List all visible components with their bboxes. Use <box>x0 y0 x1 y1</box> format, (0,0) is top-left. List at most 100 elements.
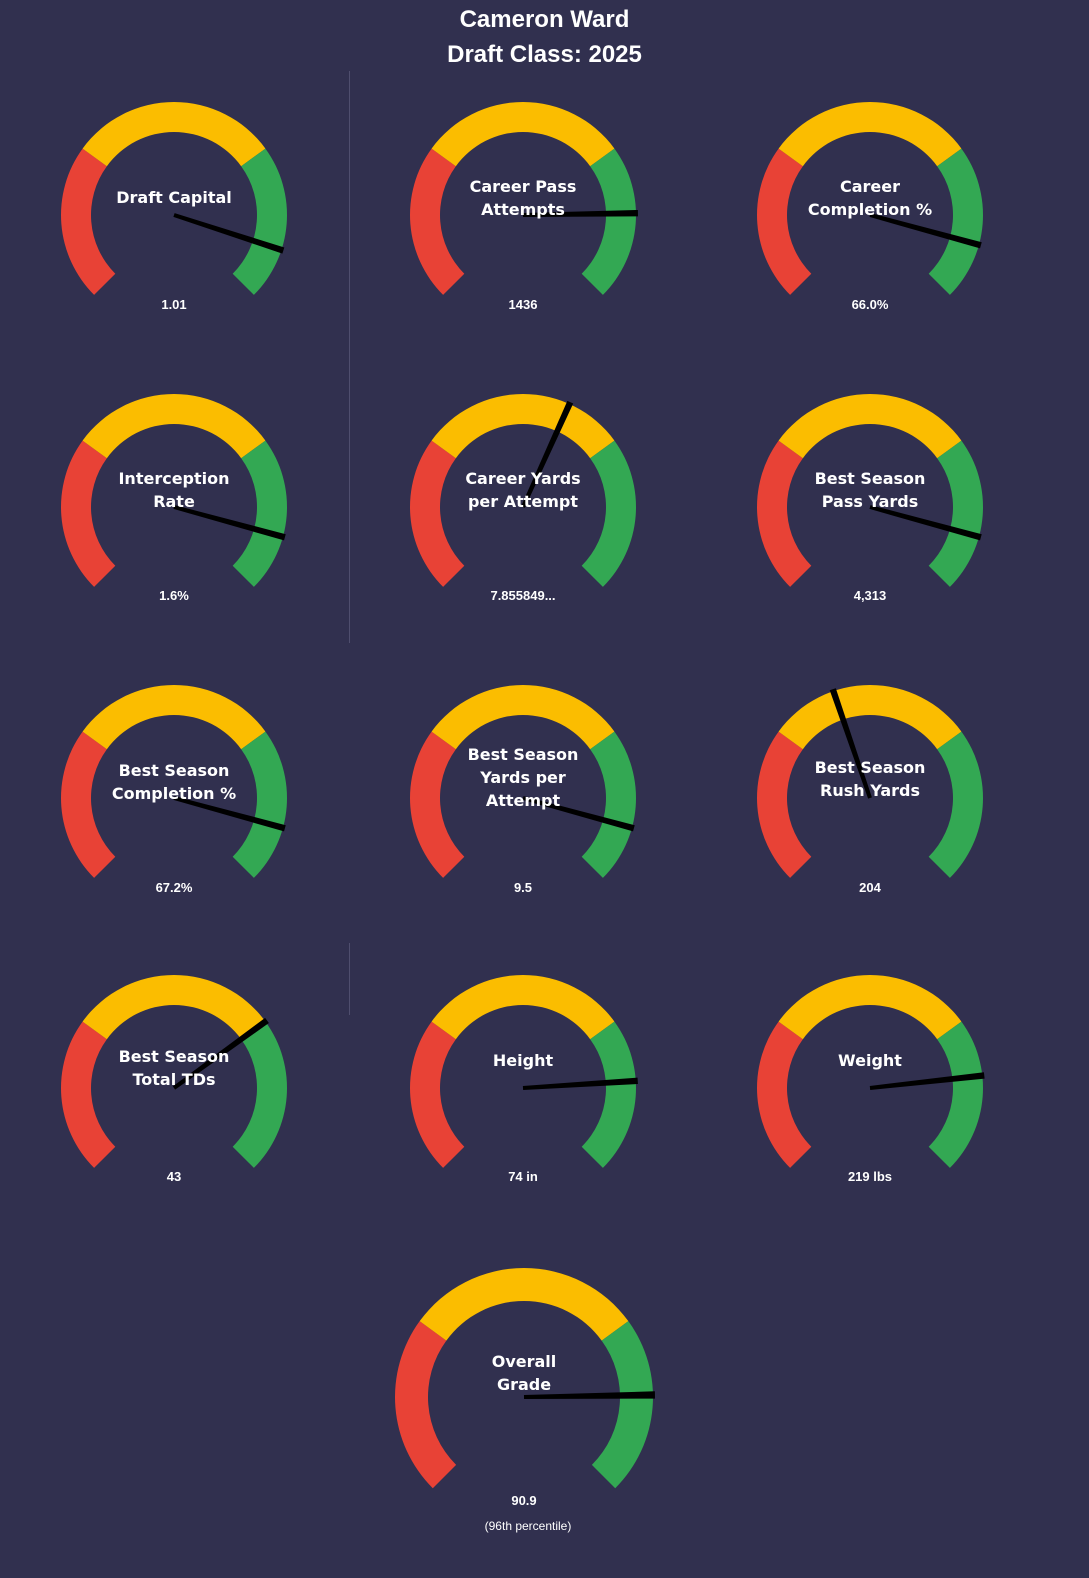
gauge-title-line: Rate <box>153 492 195 511</box>
gauge-4 <box>410 393 636 617</box>
gauge-title: Best Season Total TDs <box>94 1045 254 1091</box>
draft-class-title: Draft Class: 2025 <box>447 41 642 68</box>
gauge-mid-band <box>778 101 962 167</box>
gauge-mid-band <box>82 393 266 459</box>
gauge-8 <box>757 684 983 908</box>
gauge-3 <box>61 393 287 617</box>
gauge-title: Career Yards per Attempt <box>443 467 603 513</box>
gauge-title-line: Yards per <box>480 767 566 787</box>
gauge-svg <box>410 101 638 295</box>
gauge-high-band <box>232 440 287 587</box>
column-divider <box>349 943 350 1015</box>
gauge-title: Overall Grade <box>444 1350 604 1396</box>
gauge-title: Best Season Completion % <box>94 759 254 805</box>
gauge-title: Best Season Pass Yards <box>790 467 950 513</box>
gauge-value-label: 9.5 <box>513 880 533 895</box>
gauge-title: Weight <box>790 1049 950 1072</box>
gauge-value-label: 1.01 <box>161 297 187 312</box>
gauge-title-line: Career Yards <box>465 469 581 488</box>
gauge-0 <box>61 101 287 325</box>
gauge-needle <box>523 1391 655 1399</box>
gauge-title: Draft Capital <box>94 186 254 209</box>
gauge-value-label: 219 lbs <box>847 1169 893 1184</box>
gauge-svg <box>757 393 983 587</box>
gauge-low-band <box>61 1021 116 1168</box>
gauge-value-label: 1436 <box>508 297 538 312</box>
gauge-needle <box>869 1072 985 1090</box>
gauge-needle <box>522 209 638 217</box>
gauge-low-band <box>61 731 116 878</box>
gauge-low-band <box>757 1021 812 1168</box>
gauge-10 <box>410 974 638 1198</box>
gauge-title-line: per Attempt <box>467 492 579 511</box>
gauge-high-band <box>581 731 636 878</box>
gauge-title-line: Attempt <box>485 790 561 810</box>
gauge-title-line: Height <box>492 1050 554 1070</box>
player-name-title: Cameron Ward <box>459 6 630 33</box>
gauge-value-label: 43 <box>166 1169 182 1184</box>
gauge-needle <box>829 688 872 799</box>
gauge-value-label: 90.9 <box>511 1493 537 1508</box>
gauge-title-line: Attempts <box>481 200 565 219</box>
gauge-mid-band <box>431 684 615 750</box>
gauge-svg <box>757 101 983 295</box>
gauge-title-line: Best Season <box>118 761 230 780</box>
gauge-low-band <box>410 1021 465 1168</box>
gauge-11 <box>757 974 985 1198</box>
gauge-title: Interception Rate <box>94 467 254 513</box>
gauge-svg <box>410 974 638 1168</box>
gauge-low-band <box>395 1321 457 1489</box>
gauge-title-line: Best Season <box>814 469 926 488</box>
gauge-low-band <box>757 148 812 295</box>
gauge-low-band <box>410 440 465 587</box>
gauge-title-line: Best Season <box>814 758 926 777</box>
gauge-title-line: Weight <box>838 1050 902 1070</box>
gauge-svg <box>757 974 985 1168</box>
gauge-mid-band <box>778 974 962 1040</box>
gauge-high-band <box>928 440 983 587</box>
gauge-mid-band <box>431 101 615 167</box>
gauge-mid-band <box>431 393 615 459</box>
gauge-title-line: Interception <box>118 469 230 488</box>
gauge-6 <box>61 684 287 908</box>
gauge-title-line: Completion % <box>111 784 237 803</box>
gauge-title-line: Draft Capital <box>116 187 232 207</box>
gauge-low-band <box>410 731 465 878</box>
gauge-mid-band <box>778 393 962 459</box>
gauge-high-band <box>591 1321 653 1489</box>
gauge-title-line: Total TDs <box>132 1070 216 1089</box>
gauge-high-band <box>928 1021 983 1168</box>
gauge-low-band <box>61 148 116 295</box>
gauge-title: Career Completion % <box>790 175 950 221</box>
gauge-high-band <box>928 731 983 878</box>
gauge-value-label: 66.0% <box>851 297 889 312</box>
gauge-mid-band <box>431 974 615 1040</box>
gauge-needle <box>173 213 285 254</box>
gauge-high-band <box>581 148 636 295</box>
gauge-svg <box>61 684 287 878</box>
gauge-title-line: Best Season <box>467 744 579 764</box>
gauge-low-band <box>410 148 465 295</box>
gauge-title: Height <box>443 1049 603 1072</box>
gauge-needle <box>869 213 982 249</box>
gauge-value-label: 74 in <box>508 1169 538 1184</box>
gauge-value-label: 67.2% <box>155 880 193 895</box>
gauge-needle <box>521 400 574 508</box>
gauge-1 <box>410 101 638 325</box>
gauge-7 <box>410 684 636 908</box>
gauge-title-line: Career <box>839 177 901 196</box>
gauge-title-line: Grade <box>496 1375 552 1394</box>
gauge-title-line: Best Season <box>118 1047 230 1066</box>
gauge-mid-band <box>778 684 962 750</box>
gauge-5 <box>757 393 983 617</box>
gauge-high-band <box>928 148 983 295</box>
gauge-needle <box>869 505 982 541</box>
gauge-mid-band <box>82 101 266 167</box>
gauge-value-label: 7.855849... <box>490 588 556 603</box>
gauge-title: Best Season Rush Yards <box>790 756 950 802</box>
gauge-needle <box>173 796 286 832</box>
gauge-svg <box>410 393 636 587</box>
gauge-title-line: Career Pass <box>469 177 577 196</box>
gauge-needle <box>522 1077 638 1090</box>
